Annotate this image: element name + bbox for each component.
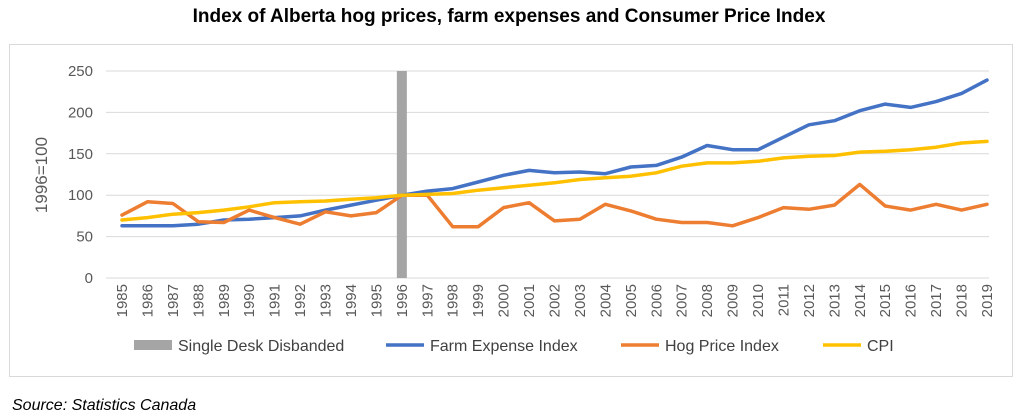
x-tick-label: 1999 bbox=[470, 284, 487, 317]
y-tick-label: 250 bbox=[68, 63, 93, 80]
x-tick-label: 2003 bbox=[572, 284, 589, 317]
x-tick-label: 2009 bbox=[725, 284, 742, 317]
series-lines bbox=[120, 78, 989, 229]
x-tick-label: 2006 bbox=[648, 284, 665, 317]
legend-label: CPI bbox=[867, 338, 894, 355]
series-line bbox=[120, 139, 989, 222]
x-tick-label: 2017 bbox=[928, 284, 945, 317]
y-axis-ticks: 0 50 100 150 200 250 bbox=[68, 63, 93, 287]
legend-label: Single Desk Disbanded bbox=[178, 338, 344, 355]
x-tick-label: 1985 bbox=[114, 284, 131, 317]
x-tick-label: 1986 bbox=[139, 284, 156, 317]
x-tick-label: 2016 bbox=[903, 284, 920, 317]
x-tick-label: 2019 bbox=[979, 284, 996, 317]
x-tick-label: 1993 bbox=[318, 284, 335, 317]
event-bars bbox=[396, 71, 407, 278]
source-note: Source: Statistics Canada bbox=[12, 397, 197, 414]
chart-title: Index of Alberta hog prices, farm expens… bbox=[192, 6, 826, 27]
x-tick-label: 2000 bbox=[496, 284, 513, 317]
x-tick-label: 1998 bbox=[445, 284, 462, 317]
x-tick-label: 1987 bbox=[165, 284, 182, 317]
legend-label: Hog Price Index bbox=[665, 338, 779, 355]
y-tick-label: 100 bbox=[68, 187, 93, 204]
y-tick-label: 200 bbox=[68, 104, 93, 121]
legend: Single Desk Disbanded Farm Expense Index H… bbox=[134, 338, 894, 355]
x-tick-label: 1995 bbox=[368, 284, 385, 317]
x-tick-label: 1994 bbox=[343, 284, 360, 317]
x-tick-label: 2005 bbox=[623, 284, 640, 317]
x-tick-label: 2002 bbox=[547, 284, 564, 317]
series-line bbox=[120, 182, 989, 229]
event-bar bbox=[396, 71, 407, 278]
x-tick-label: 2001 bbox=[521, 284, 538, 317]
x-tick-label: 1992 bbox=[292, 284, 309, 317]
x-tick-label: 2004 bbox=[597, 284, 614, 317]
y-tick-label: 0 bbox=[85, 270, 93, 287]
x-tick-label: 1996 bbox=[394, 284, 411, 317]
x-tick-label: 2013 bbox=[826, 284, 843, 317]
x-axis-ticks: 1985 1986 1987 1988 1989 1990 1991 1992 1993 1994… bbox=[114, 284, 996, 317]
legend-label: Farm Expense Index bbox=[430, 338, 578, 355]
series-line bbox=[120, 78, 989, 228]
chart-area bbox=[9, 44, 1013, 377]
x-tick-label: 1991 bbox=[267, 284, 284, 317]
x-tick-label: 2008 bbox=[699, 284, 716, 317]
x-tick-label: 1990 bbox=[241, 284, 258, 317]
gridlines bbox=[106, 70, 989, 279]
x-tick-label: 2018 bbox=[954, 284, 971, 317]
y-axis-title: 1996=100 bbox=[32, 137, 51, 213]
x-tick-label: 1989 bbox=[216, 284, 233, 317]
x-tick-label: 2014 bbox=[852, 284, 869, 317]
legend-swatch bbox=[134, 340, 172, 350]
x-tick-label: 2007 bbox=[674, 284, 691, 317]
x-tick-label: 2015 bbox=[877, 284, 894, 317]
x-tick-label: 1988 bbox=[190, 284, 207, 317]
x-tick-label: 2011 bbox=[775, 284, 792, 316]
y-tick-label: 150 bbox=[68, 146, 93, 163]
x-tick-label: 2012 bbox=[801, 284, 818, 317]
x-tick-label: 2010 bbox=[750, 284, 767, 317]
x-tick-label: 1997 bbox=[419, 284, 436, 317]
y-tick-label: 50 bbox=[76, 229, 93, 246]
